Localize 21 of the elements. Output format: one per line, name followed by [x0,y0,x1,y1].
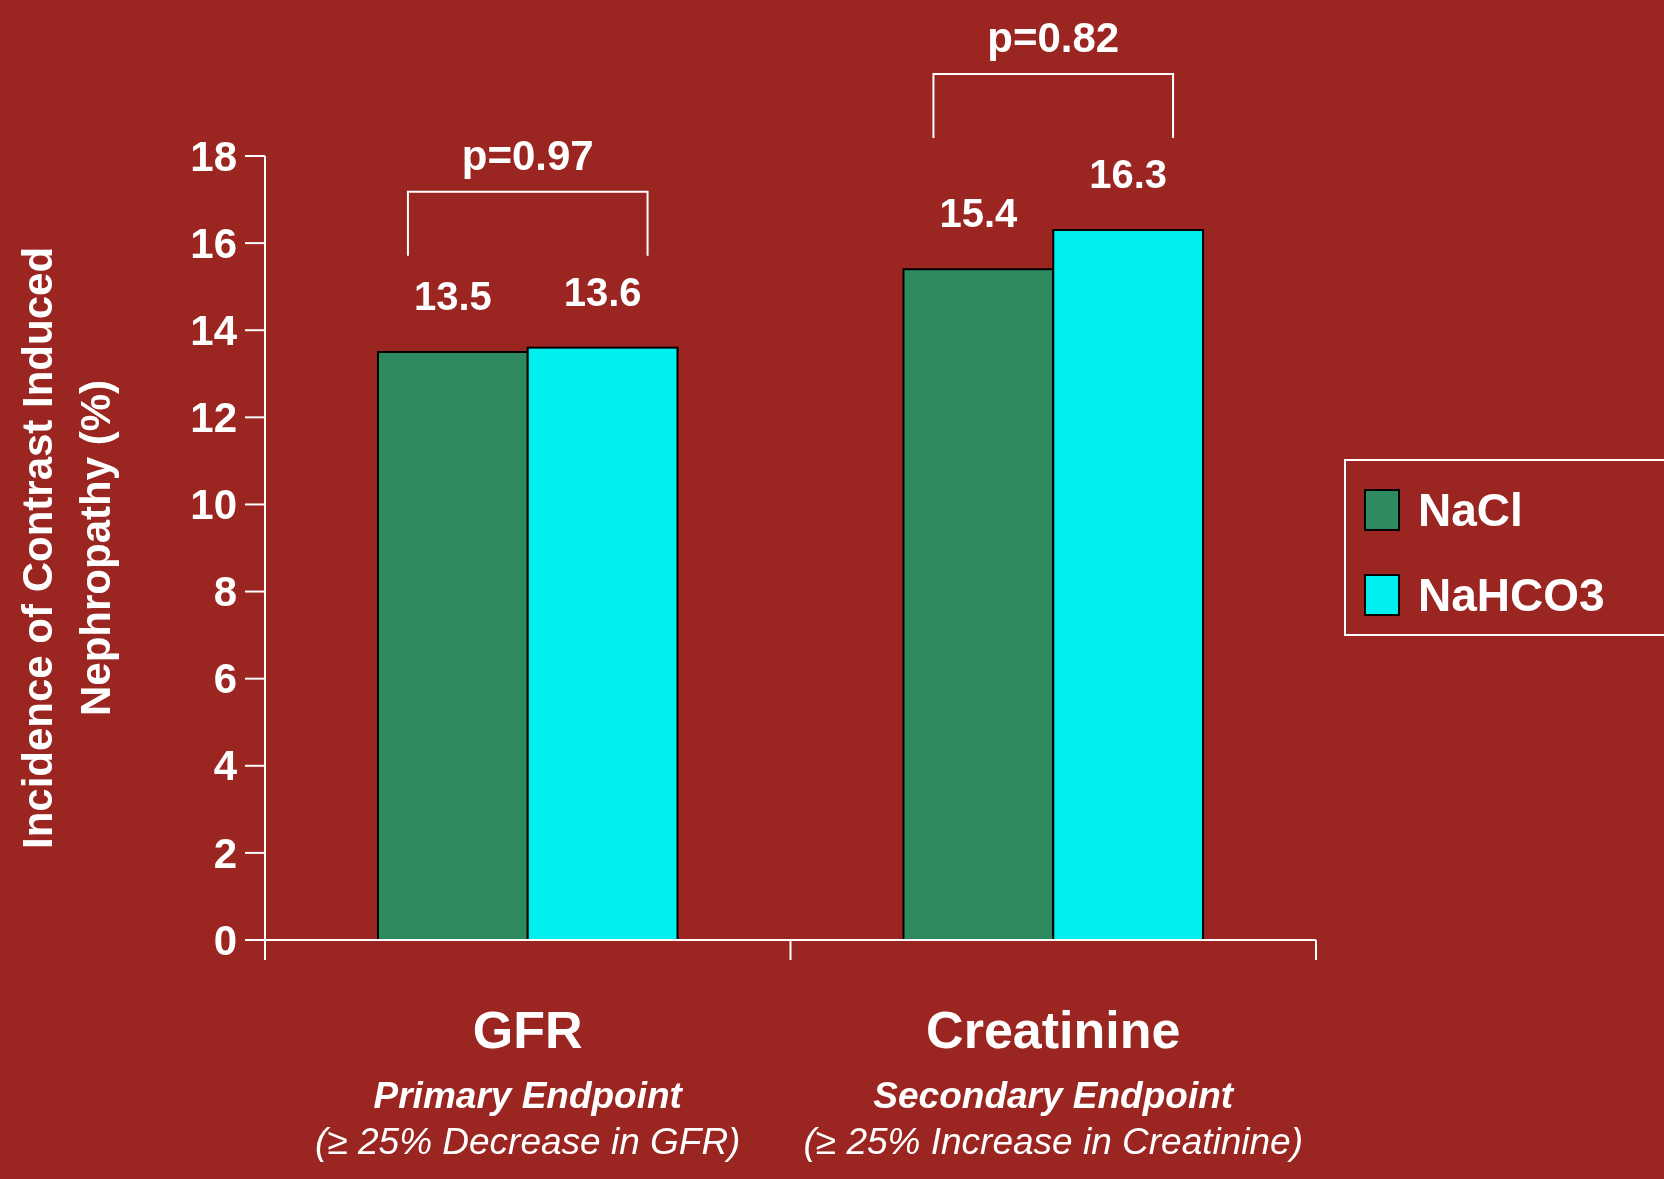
y-tick-label: 2 [213,829,237,877]
y-tick-label: 12 [190,394,237,442]
text: p=0.82 [987,14,1120,62]
y-tick-label: 8 [213,568,237,616]
legend-label: NaHCO3 [1418,569,1605,622]
x-tick-label: Creatinine Secondary Endpoint (≥ 25% Increase in Creatinine) [803,1001,1303,1162]
y-tick-label: 0 [213,916,237,964]
legend-label: NaCl [1418,484,1523,537]
annotation: p=0.97 [461,131,594,179]
y-tick-label: 16 [190,219,237,267]
data-label: 15.4 [939,191,1019,236]
y-tick-label: 4 [213,742,238,790]
data-label: 13.6 [563,269,642,314]
data-label: 13.5 [413,274,492,318]
y-tick-label: 14 [190,306,238,354]
y-tick-label: 18 [190,132,237,180]
data-label: 16.3 [1089,152,1168,197]
y-axis-title: Incidence of Contrast Induced Nephropathy (%) [14,246,119,850]
y-tick-label: 6 [213,655,237,703]
y-tick-label: 10 [190,481,237,529]
x-tick-label: GFR Primary Endpoint (≥ 25% Decrease in GFR) [315,1001,741,1162]
